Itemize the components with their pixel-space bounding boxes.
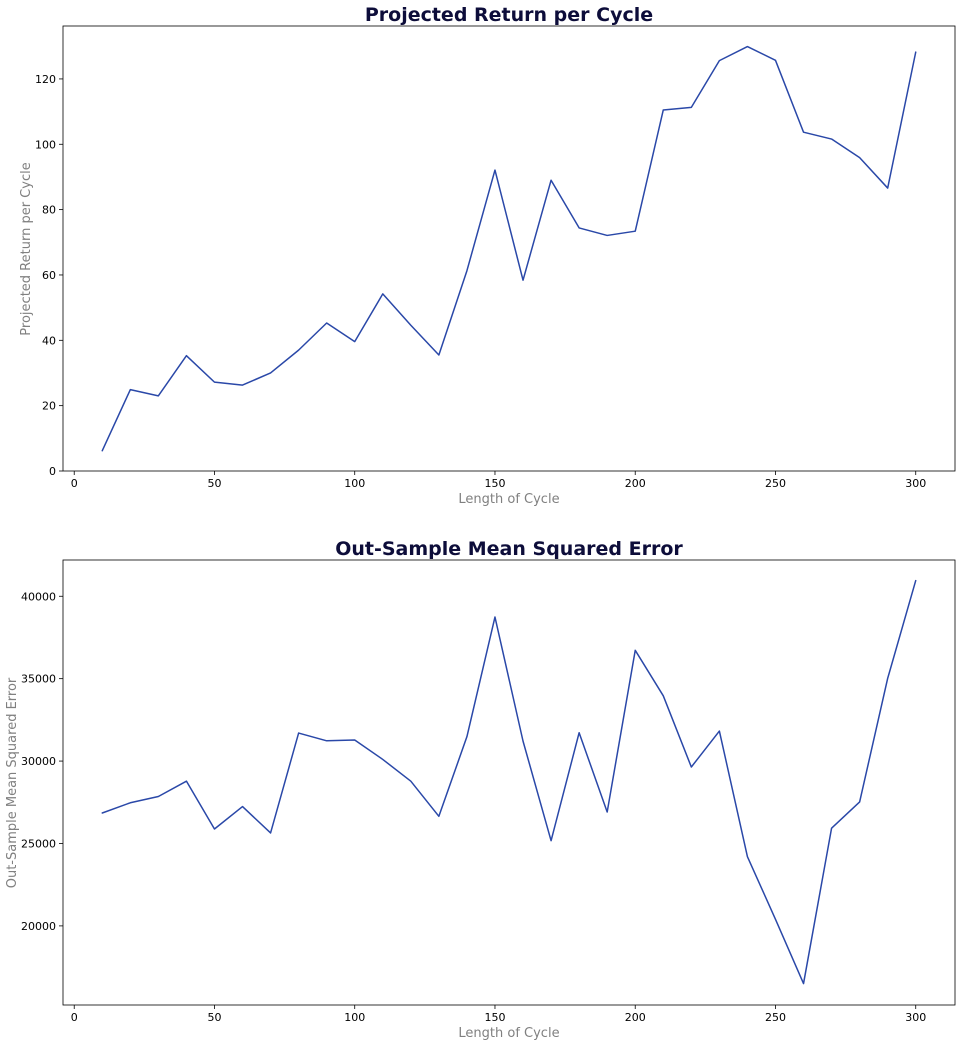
y-tick-label: 80 <box>42 204 56 217</box>
x-tick-label: 50 <box>207 477 221 490</box>
x-tick-label: 0 <box>71 477 78 490</box>
x-tick-label: 200 <box>625 1011 646 1024</box>
chart-mse: Out-Sample Mean Squared Error 0 50 100 150 2… <box>5 538 956 1041</box>
x-axis-label: Length of Cycle <box>458 492 559 507</box>
x-axis-label: Length of Cycle <box>458 1026 559 1041</box>
chart-title: Out-Sample Mean Squared Error <box>335 538 683 560</box>
y-tick-label: 0 <box>49 465 56 478</box>
x-tick-label: 100 <box>344 1011 365 1024</box>
chart-projected-return: Projected Return per Cycle 0 50 100 150 200 2… <box>19 4 956 507</box>
y-axis-label: Projected Return per Cycle <box>19 162 34 335</box>
y-tick-label: 25000 <box>21 837 56 850</box>
plot-area: 0 50 100 150 200 250 300 20000 25000 30000 35000 40… <box>21 559 956 1024</box>
y-tick-label: 20000 <box>21 920 56 933</box>
plot-area: 0 50 100 150 200 250 300 0 20 40 60 80 100 120 <box>35 25 956 490</box>
y-tick-label: 30000 <box>21 755 56 768</box>
chart-title: Projected Return per Cycle <box>365 4 653 26</box>
x-tick-label: 300 <box>905 477 926 490</box>
x-tick-label: 150 <box>484 477 505 490</box>
x-tick-label: 50 <box>207 1011 221 1024</box>
x-tick-label: 250 <box>765 1011 786 1024</box>
y-tick-label: 40 <box>42 334 56 347</box>
y-axis-label: Out-Sample Mean Squared Error <box>5 677 20 888</box>
x-tick-label: 150 <box>484 1011 505 1024</box>
x-tick-label: 300 <box>905 1011 926 1024</box>
y-tick-label: 100 <box>35 138 56 151</box>
series-line <box>101 579 917 985</box>
x-tick-label: 0 <box>71 1011 78 1024</box>
plot-frame <box>62 25 956 472</box>
x-tick-label: 250 <box>765 477 786 490</box>
series-line <box>101 45 917 452</box>
x-tick-label: 200 <box>625 477 646 490</box>
plot-frame <box>62 559 956 1006</box>
y-tick-label: 40000 <box>21 590 56 603</box>
y-tick-label: 60 <box>42 269 56 282</box>
x-tick-label: 100 <box>344 477 365 490</box>
y-tick-label: 35000 <box>21 673 56 686</box>
y-tick-label: 120 <box>35 73 56 86</box>
y-tick-label: 20 <box>42 400 56 413</box>
